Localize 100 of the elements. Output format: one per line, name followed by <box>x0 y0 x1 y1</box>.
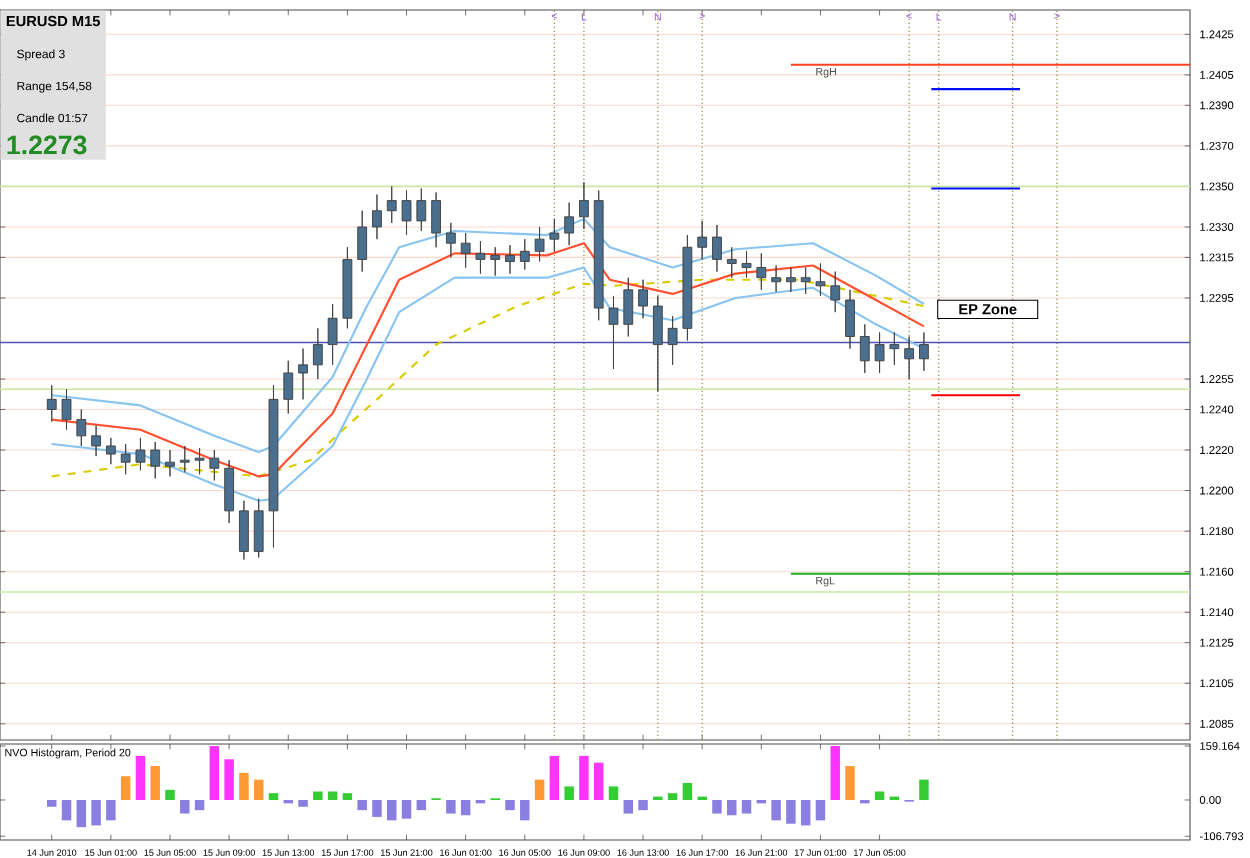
bar <box>298 799 308 807</box>
candlestick <box>91 425 101 457</box>
candlestick <box>549 218 560 252</box>
bar <box>209 746 220 800</box>
candlestick <box>889 331 900 366</box>
bar <box>224 759 234 800</box>
candlestick <box>150 441 161 479</box>
candlestick <box>800 267 811 295</box>
candlestick <box>475 240 486 275</box>
candlestick <box>534 226 545 262</box>
candlestick <box>667 315 678 366</box>
bar <box>239 772 249 800</box>
bar <box>165 789 175 800</box>
bar <box>874 791 885 800</box>
bar <box>327 791 338 800</box>
candlestick <box>874 331 885 374</box>
bar <box>638 799 648 811</box>
bar <box>786 799 796 824</box>
bar <box>800 799 811 826</box>
bar <box>534 779 545 800</box>
candlestick <box>652 295 663 392</box>
candlestick <box>268 384 279 548</box>
candlestick <box>431 192 441 248</box>
bar <box>401 799 412 819</box>
candlestick <box>830 271 841 313</box>
candlestick <box>579 181 589 230</box>
bar <box>520 799 530 821</box>
candlestick <box>815 263 826 297</box>
candlestick <box>490 246 501 277</box>
candlestick <box>194 447 205 475</box>
bar <box>253 779 264 800</box>
bar <box>549 755 560 800</box>
bar <box>623 799 633 814</box>
candlestick <box>519 238 530 271</box>
candlestick <box>401 190 412 236</box>
candlestick <box>726 246 737 279</box>
candlestick <box>682 234 693 341</box>
candlestick <box>76 409 87 447</box>
bar <box>667 793 678 800</box>
candlestick <box>253 498 264 558</box>
bar <box>579 755 589 800</box>
candlestick <box>593 190 604 321</box>
candlestick <box>239 500 249 560</box>
bar <box>180 799 190 814</box>
candlestick <box>105 437 116 465</box>
candlestick <box>298 348 308 400</box>
candlestick <box>741 250 752 279</box>
candlestick <box>283 360 294 414</box>
annotation: 1.2273 <box>7 135 87 155</box>
bar <box>416 799 427 811</box>
bar <box>682 783 693 800</box>
candlestick <box>342 246 353 329</box>
bar <box>76 799 87 828</box>
line-series <box>50 217 925 454</box>
line-series <box>50 278 925 478</box>
candlestick <box>209 449 220 481</box>
candlestick <box>165 449 175 477</box>
candlestick <box>460 232 471 268</box>
bar <box>564 786 574 800</box>
candlestick <box>372 194 382 240</box>
candlestick <box>179 445 190 473</box>
bar <box>712 799 722 814</box>
line-series <box>50 266 925 502</box>
bar <box>727 799 737 816</box>
candlestick <box>904 336 915 380</box>
candlestick <box>919 331 929 372</box>
bar <box>135 755 146 800</box>
bar <box>608 786 619 800</box>
bar <box>771 799 781 821</box>
bar <box>120 776 131 800</box>
candlestick <box>135 437 146 471</box>
bar <box>357 799 367 811</box>
candlestick <box>445 222 456 258</box>
bar <box>505 799 515 811</box>
bar <box>460 799 471 816</box>
bar <box>47 799 57 807</box>
candlestick <box>564 202 575 246</box>
bar <box>61 799 72 821</box>
candlestick <box>756 252 767 291</box>
candlestick <box>224 459 235 524</box>
candlestick <box>327 303 338 366</box>
bar <box>268 793 279 800</box>
bar <box>150 766 160 800</box>
candlestick <box>416 187 427 232</box>
bar <box>593 762 604 800</box>
bar <box>372 799 382 817</box>
candlestick <box>608 295 619 370</box>
candlestick <box>859 323 870 374</box>
candlestick <box>386 185 397 224</box>
candlestick <box>120 443 131 475</box>
bar <box>446 799 456 814</box>
bar <box>919 779 929 800</box>
bar <box>387 799 397 821</box>
candlestick <box>712 224 722 273</box>
candlestick <box>623 277 634 337</box>
candlestick <box>312 327 323 380</box>
bar <box>342 793 353 800</box>
bar <box>91 799 101 826</box>
candlestick <box>845 289 855 350</box>
bar <box>845 766 855 800</box>
